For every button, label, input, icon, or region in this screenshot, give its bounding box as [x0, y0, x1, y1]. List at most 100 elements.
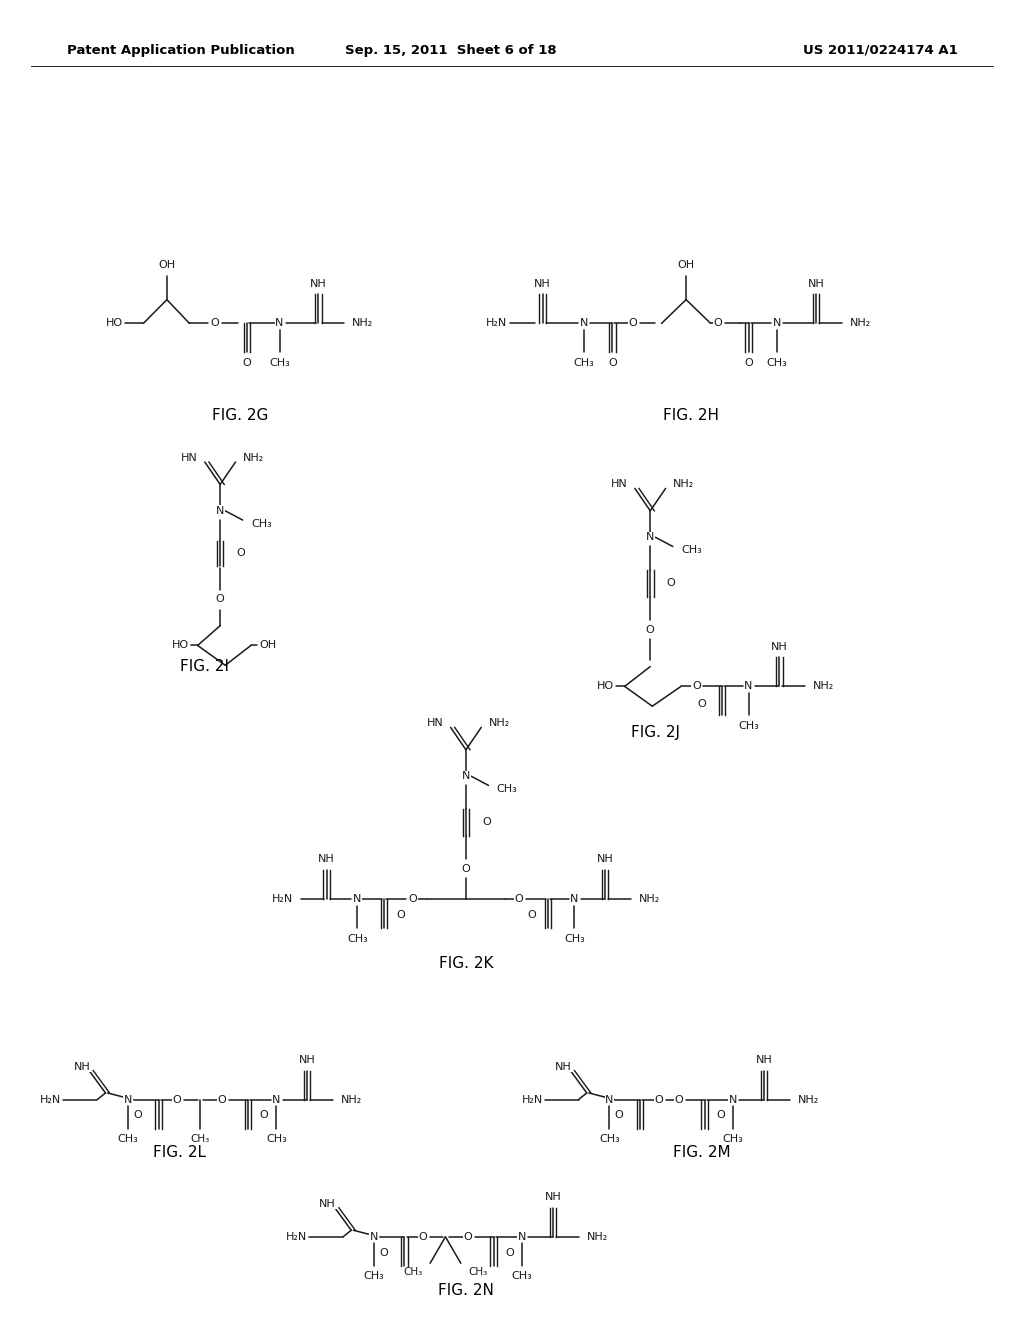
Text: CH₃: CH₃ — [723, 1134, 743, 1144]
Text: O: O — [396, 909, 404, 920]
Text: FIG. 2N: FIG. 2N — [438, 1283, 494, 1299]
Text: O: O — [675, 1094, 683, 1105]
Text: N: N — [570, 894, 579, 904]
Text: NH: NH — [597, 854, 613, 865]
Text: NH₂: NH₂ — [673, 479, 694, 490]
Text: CH₃: CH₃ — [266, 1134, 287, 1144]
Text: FIG. 2M: FIG. 2M — [673, 1144, 730, 1160]
Text: N: N — [729, 1094, 737, 1105]
Text: NH: NH — [74, 1061, 90, 1072]
Text: N: N — [272, 1094, 281, 1105]
Text: HN: HN — [181, 453, 198, 463]
Text: O: O — [714, 318, 722, 329]
Text: NH: NH — [555, 1061, 571, 1072]
Text: NH: NH — [319, 1199, 336, 1209]
Text: H₂N: H₂N — [521, 1094, 543, 1105]
Text: O: O — [515, 894, 523, 904]
Text: CH₃: CH₃ — [681, 545, 701, 556]
Text: N: N — [462, 771, 470, 781]
Text: N: N — [605, 1094, 613, 1105]
Text: OH: OH — [159, 260, 175, 271]
Text: O: O — [133, 1110, 142, 1121]
Text: HO: HO — [105, 318, 123, 329]
Text: O: O — [697, 698, 707, 709]
Text: O: O — [462, 863, 470, 874]
Text: CH₃: CH₃ — [599, 1134, 620, 1144]
Text: O: O — [654, 1094, 663, 1105]
Text: N: N — [580, 318, 588, 329]
Text: O: O — [243, 358, 251, 368]
Text: US 2011/0224174 A1: US 2011/0224174 A1 — [803, 44, 957, 57]
Text: HO: HO — [597, 681, 614, 692]
Text: N: N — [518, 1232, 526, 1242]
Text: FIG. 2H: FIG. 2H — [664, 408, 719, 424]
Text: NH: NH — [535, 279, 551, 289]
Text: CH₃: CH₃ — [738, 721, 759, 731]
Text: CH₃: CH₃ — [269, 358, 290, 368]
Text: OH: OH — [259, 640, 276, 651]
Text: NH: NH — [318, 854, 335, 865]
Text: O: O — [419, 1232, 427, 1242]
Text: NH₂: NH₂ — [798, 1094, 819, 1105]
Text: O: O — [409, 894, 417, 904]
Text: NH: NH — [310, 279, 327, 289]
Text: Patent Application Publication: Patent Application Publication — [67, 44, 294, 57]
Text: CH₃: CH₃ — [767, 358, 787, 368]
Text: NH₂: NH₂ — [243, 453, 264, 463]
Text: FIG. 2K: FIG. 2K — [438, 956, 494, 972]
Text: NH₂: NH₂ — [341, 1094, 362, 1105]
Text: O: O — [218, 1094, 226, 1105]
Text: N: N — [275, 318, 284, 329]
Text: NH: NH — [299, 1055, 315, 1065]
Text: N: N — [353, 894, 361, 904]
Text: FIG. 2J: FIG. 2J — [631, 725, 680, 741]
Text: O: O — [692, 681, 700, 692]
Text: HN: HN — [427, 718, 443, 729]
Text: Sep. 15, 2011  Sheet 6 of 18: Sep. 15, 2011 Sheet 6 of 18 — [345, 44, 556, 57]
Text: N: N — [124, 1094, 132, 1105]
Text: FIG. 2G: FIG. 2G — [212, 408, 269, 424]
Text: HO: HO — [172, 640, 189, 651]
Text: O: O — [173, 1094, 181, 1105]
Text: N: N — [646, 532, 654, 543]
Text: NH₂: NH₂ — [850, 318, 871, 329]
Text: O: O — [608, 358, 616, 368]
Text: O: O — [717, 1110, 725, 1121]
Text: H₂N: H₂N — [40, 1094, 61, 1105]
Text: N: N — [773, 318, 781, 329]
Text: NH: NH — [771, 642, 787, 652]
Text: HN: HN — [611, 479, 628, 490]
Text: N: N — [216, 506, 224, 516]
Text: NH₂: NH₂ — [639, 894, 660, 904]
Text: NH₂: NH₂ — [488, 718, 510, 729]
Text: O: O — [744, 358, 753, 368]
Text: CH₃: CH₃ — [573, 358, 594, 368]
Text: O: O — [482, 817, 490, 828]
Text: OH: OH — [678, 260, 694, 271]
Text: CH₃: CH₃ — [190, 1134, 209, 1144]
Text: NH₂: NH₂ — [813, 681, 835, 692]
Text: CH₃: CH₃ — [564, 933, 585, 944]
Text: O: O — [506, 1247, 514, 1258]
Text: O: O — [527, 909, 536, 920]
Text: CH₃: CH₃ — [512, 1271, 532, 1282]
Text: O: O — [646, 624, 654, 635]
Text: O: O — [260, 1110, 268, 1121]
Text: NH: NH — [756, 1055, 772, 1065]
Text: O: O — [216, 594, 224, 605]
Text: O: O — [614, 1110, 624, 1121]
Text: O: O — [464, 1232, 472, 1242]
Text: CH₃: CH₃ — [364, 1271, 384, 1282]
Text: FIG. 2L: FIG. 2L — [153, 1144, 206, 1160]
Text: NH₂: NH₂ — [587, 1232, 608, 1242]
Text: CH₃: CH₃ — [497, 784, 517, 795]
Text: N: N — [744, 681, 753, 692]
Text: O: O — [667, 578, 675, 589]
Text: H₂N: H₂N — [286, 1232, 307, 1242]
Text: NH: NH — [545, 1192, 561, 1203]
Text: H₂N: H₂N — [271, 894, 293, 904]
Text: NH: NH — [808, 279, 824, 289]
Text: O: O — [211, 318, 219, 329]
Text: CH₃: CH₃ — [468, 1267, 487, 1278]
Text: NH₂: NH₂ — [352, 318, 374, 329]
